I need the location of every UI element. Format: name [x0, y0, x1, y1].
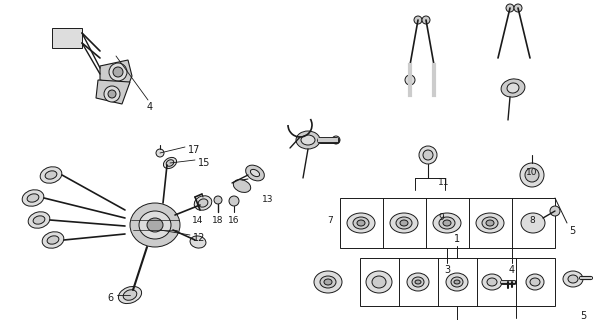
Ellipse shape	[123, 290, 137, 300]
Ellipse shape	[314, 271, 342, 293]
Ellipse shape	[526, 274, 544, 290]
Text: 14: 14	[192, 216, 204, 225]
Ellipse shape	[443, 220, 451, 226]
Ellipse shape	[113, 67, 123, 77]
Ellipse shape	[514, 4, 522, 12]
Ellipse shape	[198, 199, 208, 207]
Ellipse shape	[451, 277, 463, 287]
Ellipse shape	[139, 211, 171, 239]
Ellipse shape	[372, 276, 386, 288]
Text: 17: 17	[188, 145, 200, 155]
Text: 5: 5	[580, 311, 586, 320]
Ellipse shape	[433, 213, 461, 233]
Ellipse shape	[40, 167, 62, 183]
Ellipse shape	[412, 277, 424, 287]
Ellipse shape	[320, 276, 336, 288]
Ellipse shape	[118, 286, 141, 304]
Ellipse shape	[163, 157, 176, 169]
Ellipse shape	[28, 212, 50, 228]
Ellipse shape	[422, 16, 430, 24]
Ellipse shape	[419, 146, 437, 164]
Ellipse shape	[251, 169, 260, 177]
Ellipse shape	[229, 196, 239, 206]
Ellipse shape	[454, 280, 460, 284]
Ellipse shape	[147, 218, 163, 232]
Ellipse shape	[482, 274, 502, 290]
Bar	[340, 198, 555, 248]
Bar	[360, 258, 555, 306]
Text: 18: 18	[212, 216, 224, 225]
Ellipse shape	[22, 190, 44, 206]
Ellipse shape	[525, 168, 539, 182]
Ellipse shape	[27, 194, 39, 202]
Ellipse shape	[486, 220, 494, 226]
Ellipse shape	[366, 271, 392, 293]
Polygon shape	[96, 80, 130, 104]
Bar	[52, 28, 82, 48]
Ellipse shape	[396, 217, 412, 229]
Ellipse shape	[332, 136, 340, 144]
Text: 11: 11	[438, 178, 450, 187]
Ellipse shape	[482, 217, 498, 229]
Text: 13: 13	[262, 195, 273, 204]
Text: 10: 10	[526, 168, 538, 177]
Ellipse shape	[400, 220, 408, 226]
Ellipse shape	[501, 79, 525, 97]
Ellipse shape	[476, 213, 504, 233]
Ellipse shape	[301, 135, 315, 145]
Ellipse shape	[357, 220, 365, 226]
Text: 8: 8	[529, 216, 535, 225]
Ellipse shape	[47, 236, 59, 244]
Ellipse shape	[347, 213, 375, 233]
Ellipse shape	[130, 203, 180, 247]
Text: 7: 7	[327, 216, 333, 225]
Ellipse shape	[214, 196, 222, 204]
Ellipse shape	[194, 196, 212, 210]
Ellipse shape	[233, 180, 251, 192]
Ellipse shape	[104, 86, 120, 102]
Ellipse shape	[415, 280, 421, 284]
Text: 15: 15	[198, 158, 210, 168]
Ellipse shape	[296, 131, 320, 149]
Ellipse shape	[407, 273, 429, 291]
Text: 6: 6	[107, 293, 113, 303]
Ellipse shape	[42, 232, 64, 248]
Ellipse shape	[507, 83, 519, 93]
Text: 3: 3	[444, 265, 450, 275]
Text: 12: 12	[193, 233, 206, 243]
Ellipse shape	[414, 16, 422, 24]
Ellipse shape	[109, 63, 127, 81]
Ellipse shape	[563, 271, 583, 287]
Ellipse shape	[423, 150, 433, 160]
Text: 5: 5	[569, 226, 575, 236]
Ellipse shape	[33, 216, 45, 224]
Ellipse shape	[166, 160, 174, 166]
Ellipse shape	[324, 279, 332, 285]
Text: 16: 16	[228, 216, 240, 225]
Ellipse shape	[439, 217, 455, 229]
Ellipse shape	[520, 163, 544, 187]
Ellipse shape	[530, 278, 540, 286]
Ellipse shape	[521, 213, 545, 233]
Ellipse shape	[353, 217, 369, 229]
Text: 4: 4	[147, 102, 153, 112]
Ellipse shape	[190, 236, 206, 248]
Ellipse shape	[550, 206, 560, 216]
Ellipse shape	[487, 278, 497, 286]
Ellipse shape	[405, 75, 415, 85]
Ellipse shape	[156, 149, 164, 157]
Ellipse shape	[568, 275, 578, 283]
Ellipse shape	[390, 213, 418, 233]
Ellipse shape	[246, 165, 264, 181]
Polygon shape	[100, 60, 132, 86]
Text: 4: 4	[509, 265, 515, 275]
Ellipse shape	[108, 90, 116, 98]
Text: 1: 1	[454, 234, 460, 244]
Ellipse shape	[446, 273, 468, 291]
Text: 9: 9	[438, 213, 444, 222]
Ellipse shape	[506, 4, 514, 12]
Ellipse shape	[45, 171, 57, 179]
